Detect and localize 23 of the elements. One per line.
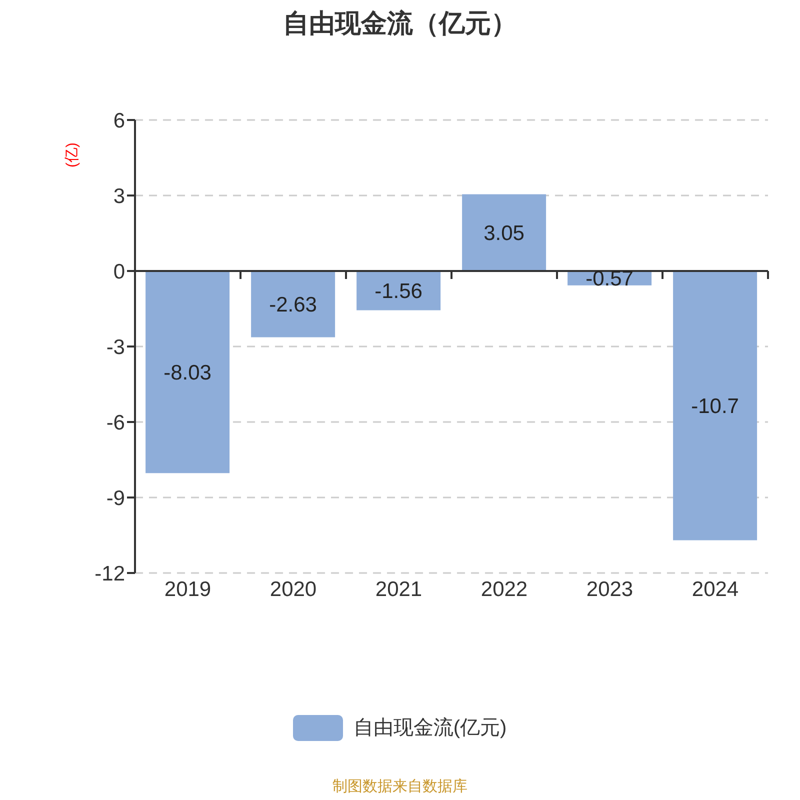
y-tick-label: -3 bbox=[106, 336, 125, 359]
y-tick-label: -6 bbox=[106, 411, 125, 434]
data-label: -1.56 bbox=[374, 280, 422, 304]
x-tick-label: 2020 bbox=[270, 578, 317, 601]
x-tick-label: 2021 bbox=[375, 578, 422, 601]
x-tick-label: 2022 bbox=[480, 578, 528, 601]
data-label: -0.57 bbox=[586, 268, 634, 291]
data-label: 3.05 bbox=[484, 222, 524, 246]
data-label: -8.03 bbox=[164, 362, 212, 384]
y-tick-label: 3 bbox=[113, 184, 125, 208]
y-tick-label: -12 bbox=[94, 562, 125, 586]
y-axis-title: (亿) bbox=[64, 142, 80, 168]
legend-label: 自由现金流(亿元) bbox=[353, 716, 507, 741]
data-label: -2.63 bbox=[269, 294, 317, 317]
y-tick-label: 6 bbox=[113, 109, 125, 132]
x-tick-label: 2024 bbox=[692, 578, 739, 601]
x-tick-label: 2019 bbox=[164, 578, 212, 601]
data-label: -10.7 bbox=[691, 395, 739, 418]
text: 制图数据来自数据库 bbox=[332, 777, 468, 796]
y-tick-label: -9 bbox=[106, 486, 125, 510]
y-tick-label: 0 bbox=[113, 260, 125, 284]
chart-title: 自由现金流（亿元） bbox=[282, 7, 518, 40]
x-tick-label: 2023 bbox=[586, 578, 634, 601]
